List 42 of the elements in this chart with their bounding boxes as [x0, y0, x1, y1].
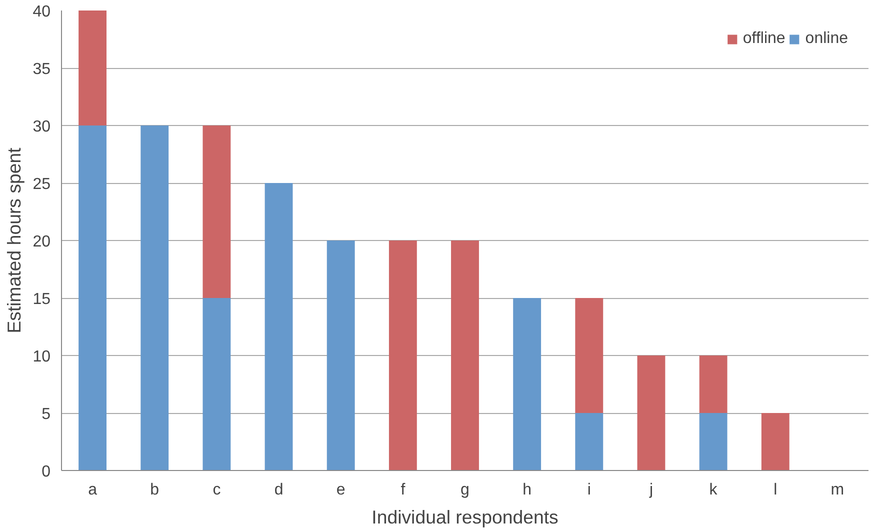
- x-tick-label: m: [830, 482, 844, 498]
- x-tick-label: e: [336, 482, 346, 498]
- bar: [202, 126, 231, 298]
- bar: [264, 183, 293, 470]
- x-tick-label: k: [709, 482, 718, 498]
- legend-label: offline: [742, 30, 786, 48]
- bar: [451, 240, 479, 470]
- bar: [202, 298, 231, 470]
- x-axis-title: Individual respondents: [372, 506, 558, 528]
- bar: [140, 126, 169, 470]
- bar: [78, 126, 107, 470]
- y-tick-label: 30: [32, 118, 51, 136]
- bar: [761, 413, 790, 470]
- x-tick-label: f: [400, 482, 406, 498]
- x-tick-label: g: [460, 482, 470, 498]
- y-tick-label: 20: [32, 234, 51, 250]
- x-tick-label: h: [522, 482, 532, 498]
- x-tick-label: a: [88, 482, 98, 498]
- y-tick-label: 5: [42, 406, 51, 423]
- y-tick-label: 0: [42, 464, 51, 480]
- x-tick-label: l: [774, 482, 778, 498]
- legend-label: online: [805, 30, 848, 48]
- x-tick-label: c: [212, 482, 221, 498]
- y-tick-label: 40: [32, 4, 51, 20]
- bar: [78, 10, 107, 126]
- x-tick-label: b: [150, 482, 160, 498]
- bar: [575, 298, 604, 413]
- y-tick-label: 15: [32, 291, 51, 308]
- x-tick-label: d: [274, 482, 284, 498]
- y-tick-label: 10: [32, 348, 51, 366]
- y-axis-title: Estimated hours spent: [4, 146, 25, 334]
- bar: [388, 240, 417, 470]
- x-tick-label: i: [587, 482, 591, 498]
- bar: [326, 240, 355, 470]
- bar: [699, 356, 728, 413]
- bar: [637, 356, 666, 470]
- bar: [513, 298, 542, 470]
- y-tick-label: 35: [32, 61, 51, 78]
- bar: [699, 413, 728, 470]
- y-tick-label: 25: [32, 176, 51, 193]
- x-tick-label: j: [648, 482, 654, 498]
- bar: [575, 413, 604, 470]
